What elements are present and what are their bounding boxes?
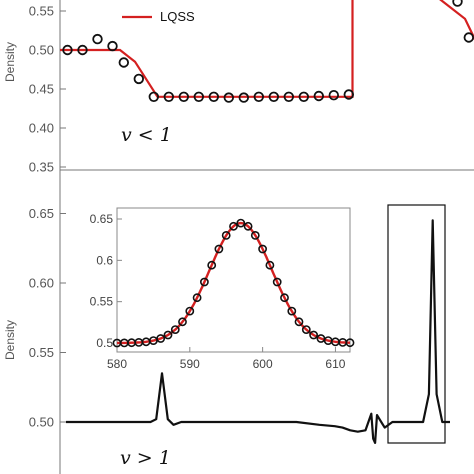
inset-marker — [185, 306, 195, 316]
top-marker — [463, 32, 474, 43]
bottom-density-line — [66, 219, 450, 444]
inset-marker — [214, 244, 224, 254]
inset-y-tick-label: 0.65 — [90, 212, 114, 226]
top-y-tick-label: 0.55 — [29, 4, 54, 19]
inset-gaussian-line — [116, 221, 350, 345]
top-y-tick-label: 0.35 — [29, 160, 54, 175]
top-y-tick-label: 0.50 — [29, 43, 54, 58]
top-marker — [107, 40, 118, 52]
top-marker — [313, 90, 325, 102]
inset-ticks: 580 590 600 610 0.5 0.55 0.6 0.65 — [90, 212, 346, 371]
top-marker — [77, 44, 88, 56]
inset-marker — [243, 221, 253, 231]
top-marker — [193, 91, 205, 103]
top-marker — [238, 92, 250, 103]
top-marker — [268, 91, 280, 103]
bottom-y-tick-label: 0.65 — [29, 206, 54, 221]
inset-marker — [170, 325, 180, 334]
inset-marker — [258, 244, 267, 254]
bottom-y-tick-label: 0.55 — [29, 345, 54, 360]
top-marker — [298, 91, 310, 103]
inset-y-tick-label: 0.55 — [90, 295, 114, 309]
bottom-panel: 0.50 0.55 0.60 0.65 Density v > 1 580 590 600… — [3, 170, 450, 474]
inset-marker — [272, 277, 282, 287]
inset-marker — [178, 317, 187, 327]
top-lqss-line — [60, 0, 474, 98]
inset-marker — [156, 334, 166, 343]
inset-marker — [192, 293, 202, 303]
inset-marker — [294, 317, 304, 327]
top-marker — [163, 91, 175, 103]
inset-x-tick-label: 580 — [107, 357, 127, 371]
top-marker — [178, 91, 190, 103]
inset-plot: 580 590 600 610 0.5 0.55 0.6 0.65 — [90, 207, 355, 371]
inset-marker — [287, 306, 297, 316]
top-marker — [92, 33, 103, 45]
inset-marker — [250, 230, 260, 240]
bottom-y-tick-label: 0.60 — [29, 276, 54, 291]
inset-x-tick-label: 600 — [253, 357, 273, 371]
top-marker — [223, 92, 235, 103]
top-y-tick-label: 0.45 — [29, 82, 54, 97]
legend-label: LQSS — [160, 9, 195, 24]
inset-x-tick-label: 590 — [180, 357, 200, 371]
inset-marker — [199, 277, 209, 287]
inset-marker — [236, 218, 246, 228]
top-marker — [343, 89, 355, 100]
inset-frame — [116, 207, 351, 353]
bottom-y-tick-label: 0.50 — [29, 415, 54, 430]
bottom-y-axis-label: Density — [3, 320, 17, 360]
top-marker — [283, 91, 295, 103]
top-marker — [148, 91, 160, 103]
top-y-tick-label: 0.40 — [29, 121, 54, 136]
inset-x-tick-label: 610 — [325, 357, 345, 371]
top-annotation: v < 1 — [121, 124, 172, 146]
inset-marker — [280, 293, 289, 303]
zoom-box — [387, 204, 446, 444]
top-markers — [62, 0, 474, 103]
top-marker — [62, 44, 73, 56]
inset-y-tick-label: 0.6 — [96, 253, 113, 267]
top-marker — [118, 57, 130, 68]
top-marker — [208, 91, 220, 103]
top-marker — [328, 89, 340, 101]
top-marker — [133, 73, 145, 85]
top-y-ticks: 0.35 0.40 0.45 0.50 0.55 — [29, 4, 66, 175]
inset-marker — [207, 260, 217, 270]
inset-marker — [309, 330, 318, 340]
bottom-annotation: v > 1 — [120, 447, 171, 469]
inset-marker — [229, 221, 238, 231]
bottom-y-ticks: 0.50 0.55 0.60 0.65 — [29, 206, 66, 430]
top-marker — [452, 0, 463, 7]
top-marker — [253, 91, 264, 103]
inset-marker — [301, 325, 311, 334]
inset-y-tick-label: 0.5 — [96, 336, 113, 350]
inset-marker — [163, 330, 173, 340]
inset-marker — [345, 338, 355, 348]
top-y-axis-label: Density — [3, 42, 17, 82]
inset-marker — [221, 230, 231, 240]
inset-markers — [112, 218, 355, 348]
top-panel: 0.35 0.40 0.45 0.50 0.55 Density LQSS v < 1 — [3, 0, 474, 175]
inset-marker — [265, 260, 275, 270]
